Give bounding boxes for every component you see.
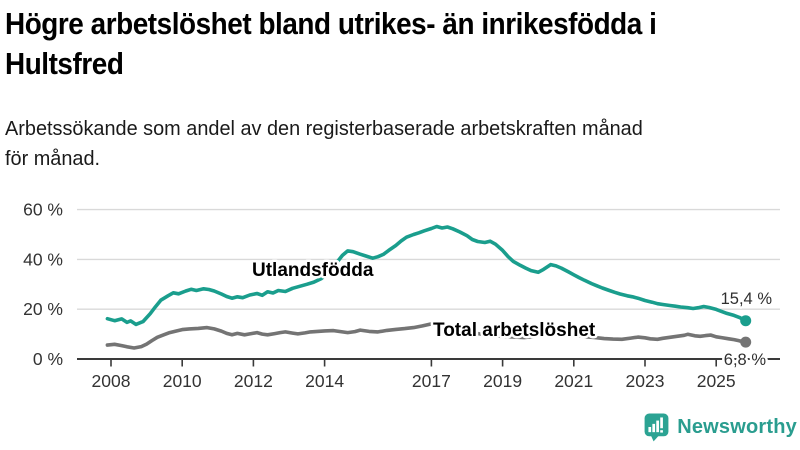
end-value-label-utlandsfodda: 15,4 % xyxy=(721,290,773,308)
newsworthy-logo[interactable]: Newsworthy xyxy=(644,413,797,442)
logo-exclamation-dot xyxy=(660,430,664,433)
data-series xyxy=(105,224,752,350)
title-line-1: Högre arbetslöshet bland utrikes- än inr… xyxy=(5,6,657,41)
line-utlandsfodda xyxy=(105,224,748,327)
logo-bubble-tail xyxy=(650,435,660,442)
x-tick-label-2008: 2008 xyxy=(92,371,131,391)
logo-bar-3 xyxy=(656,420,660,433)
page-title: Högre arbetslöshet bland utrikes- än inr… xyxy=(5,4,729,84)
gridlines-and-y-axis: 0 % 20 % 40 % 60 % xyxy=(23,200,780,369)
logo-bar-1 xyxy=(648,426,652,433)
x-tick-label-2010: 2010 xyxy=(163,371,202,391)
y-tick-label-20: 20 % xyxy=(23,299,63,319)
x-tick-label-2023: 2023 xyxy=(626,371,665,391)
subtitle-line-2: för månad. xyxy=(5,147,101,170)
series-label-utlandsfodda: Utlandsfödda xyxy=(252,260,374,281)
title-line-2: Hultsfred xyxy=(5,46,124,81)
logo-exclamation-bar xyxy=(660,417,664,429)
newsworthy-wordmark: Newsworthy xyxy=(677,416,797,438)
page-subtitle: Arbetssökande som andel av den registerb… xyxy=(5,114,663,174)
x-tick-label-2014: 2014 xyxy=(305,371,344,391)
x-axis: 2008 2010 2012 2014 2017 2019 2021 2023 2025 xyxy=(92,359,736,391)
x-tick-label-2012: 2012 xyxy=(234,371,273,391)
x-tick-label-2019: 2019 xyxy=(483,371,522,391)
subtitle-line-1: Arbetssökande som andel av den registerb… xyxy=(5,117,643,140)
end-value-label-total: 6,8 % xyxy=(724,351,767,369)
y-tick-label-0: 0 % xyxy=(33,349,63,369)
end-dot-utlandsfodda xyxy=(740,315,752,327)
end-dot-total-arbetsloshet xyxy=(740,336,752,348)
x-tick-label-2017: 2017 xyxy=(412,371,451,391)
bar-chart-speech-bubble-icon xyxy=(644,413,669,442)
line-total-arbetsloshet xyxy=(105,320,748,350)
x-tick-label-2021: 2021 xyxy=(554,371,593,391)
y-tick-label-60: 60 % xyxy=(23,200,63,220)
logo-bar-2 xyxy=(652,423,656,433)
y-tick-label-40: 40 % xyxy=(23,249,63,269)
series-label-total-arbetsloshet: Total arbetslöshet xyxy=(433,320,596,341)
x-tick-label-2025: 2025 xyxy=(697,371,736,391)
